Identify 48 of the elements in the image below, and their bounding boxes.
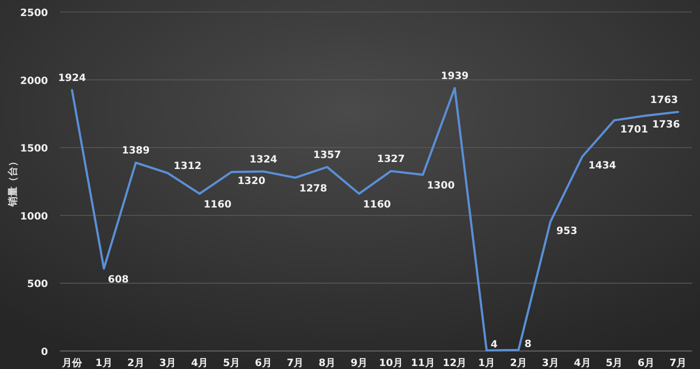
data-label: 1434	[588, 160, 616, 172]
y-tick-label: 2500	[20, 8, 48, 19]
data-label: 608	[108, 274, 129, 286]
data-label: 1160	[204, 200, 232, 211]
x-tick-label: 8月	[318, 358, 336, 369]
x-tick-label: 6月	[638, 358, 655, 369]
y-axis-title: 销量（台）	[7, 156, 19, 208]
x-tick-label: 7月	[286, 358, 304, 369]
data-label: 1389	[122, 146, 150, 157]
x-tick-label: 4月	[574, 358, 591, 369]
data-label: 1278	[299, 184, 328, 195]
x-tick-label: 1月	[478, 358, 496, 369]
line-series	[70, 86, 680, 352]
x-tick-label: 10月	[378, 358, 403, 369]
x-tick-label: 7月	[670, 358, 686, 369]
data-label: 1300	[426, 180, 455, 192]
data-label: 1939	[440, 71, 469, 82]
data-label: 8	[524, 338, 532, 350]
data-label: 1312	[174, 161, 202, 172]
y-tick-label: 500	[27, 279, 48, 290]
x-tick-label: 2月	[127, 358, 144, 369]
x-tick-label: 3月	[542, 358, 559, 369]
data-label: 1160	[363, 200, 391, 211]
data-label: 1327	[377, 154, 405, 166]
data-label: 1736	[652, 120, 680, 131]
y-tick-label: 2000	[20, 76, 48, 87]
x-tick-label: 3月	[159, 358, 176, 369]
data-label: 1357	[313, 150, 342, 161]
data-label: 953	[556, 226, 578, 237]
x-tick-label: 月份	[61, 357, 83, 369]
data-label: 1701	[620, 124, 648, 136]
x-tick-label: 4月	[191, 358, 208, 369]
y-tick-label: 1000	[20, 211, 48, 222]
x-tick-label: 11月	[410, 358, 435, 369]
y-tick-label: 0	[41, 347, 48, 358]
y-tick-label: 1500	[20, 144, 48, 155]
x-tick-label: 2月	[510, 358, 528, 369]
x-tick-label: 9月	[350, 358, 368, 369]
data-label: 1324	[249, 154, 278, 166]
x-tick-label: 1月	[95, 358, 112, 369]
data-label: 4	[490, 339, 498, 350]
data-label: 1763	[650, 94, 678, 106]
x-tick-label: 6月	[254, 358, 272, 369]
x-tick-label: 12月	[442, 358, 467, 369]
x-tick-label: 5月	[222, 358, 240, 369]
data-label: 1924	[58, 73, 86, 84]
x-tick-label: 5月	[606, 358, 623, 369]
data-label: 1320	[237, 176, 266, 188]
